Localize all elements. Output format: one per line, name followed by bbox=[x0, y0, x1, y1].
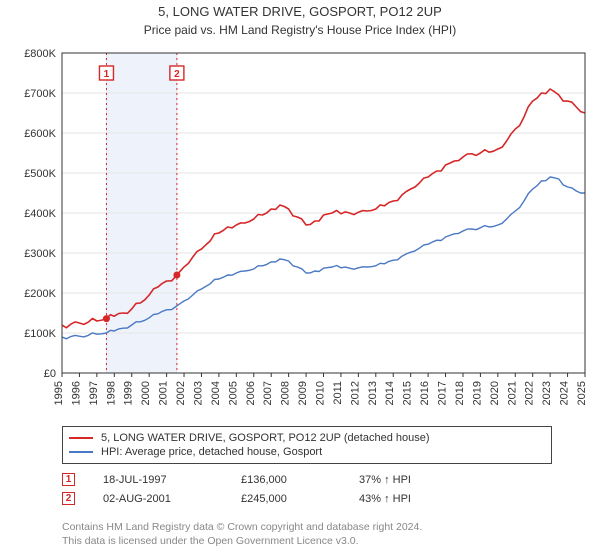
svg-text:£400K: £400K bbox=[24, 208, 56, 220]
svg-text:2018: 2018 bbox=[454, 381, 466, 405]
svg-text:2016: 2016 bbox=[419, 381, 431, 405]
svg-text:2009: 2009 bbox=[297, 381, 309, 405]
svg-text:2024: 2024 bbox=[559, 381, 571, 405]
svg-text:2019: 2019 bbox=[471, 381, 483, 405]
sale-diff: 37% ↑ HPI bbox=[359, 474, 411, 486]
legend-swatch bbox=[69, 451, 93, 453]
sale-marker-icon: 1 bbox=[62, 473, 75, 486]
svg-text:2012: 2012 bbox=[349, 381, 361, 405]
sale-date: 18-JUL-1997 bbox=[103, 474, 213, 486]
svg-text:2001: 2001 bbox=[158, 381, 170, 405]
chart-title: 5, LONG WATER DRIVE, GOSPORT, PO12 2UP bbox=[0, 0, 600, 21]
licence-notice: Contains HM Land Registry data © Crown c… bbox=[62, 520, 562, 548]
svg-text:2014: 2014 bbox=[384, 381, 396, 405]
svg-text:1995: 1995 bbox=[53, 381, 65, 405]
svg-text:2007: 2007 bbox=[262, 381, 274, 405]
svg-text:1996: 1996 bbox=[70, 381, 82, 405]
legend: 5, LONG WATER DRIVE, GOSPORT, PO12 2UP (… bbox=[62, 426, 552, 464]
svg-text:£600K: £600K bbox=[24, 128, 56, 140]
legend-swatch bbox=[69, 437, 93, 439]
legend-label: HPI: Average price, detached house, Gosp… bbox=[101, 446, 322, 458]
sales-row: 2 02-AUG-2001 £245,000 43% ↑ HPI bbox=[62, 489, 552, 508]
sales-row: 1 18-JUL-1997 £136,000 37% ↑ HPI bbox=[62, 470, 552, 489]
sales-table: 1 18-JUL-1997 £136,000 37% ↑ HPI 2 02-AU… bbox=[62, 470, 552, 508]
svg-text:2004: 2004 bbox=[210, 381, 222, 405]
sale-diff: 43% ↑ HPI bbox=[359, 493, 411, 505]
sale-price: £136,000 bbox=[241, 474, 331, 486]
svg-text:2005: 2005 bbox=[227, 381, 239, 405]
svg-text:£100K: £100K bbox=[24, 328, 56, 340]
svg-text:1997: 1997 bbox=[88, 381, 100, 405]
svg-text:2013: 2013 bbox=[367, 381, 379, 405]
svg-text:1998: 1998 bbox=[105, 381, 117, 405]
svg-text:2006: 2006 bbox=[245, 381, 257, 405]
svg-text:2015: 2015 bbox=[402, 381, 414, 405]
svg-text:2002: 2002 bbox=[175, 381, 187, 405]
svg-text:1: 1 bbox=[104, 69, 110, 80]
chart-container: { "title": "5, LONG WATER DRIVE, GOSPORT… bbox=[0, 0, 600, 560]
svg-text:2010: 2010 bbox=[315, 381, 327, 405]
licence-line: This data is licensed under the Open Gov… bbox=[62, 534, 562, 548]
legend-label: 5, LONG WATER DRIVE, GOSPORT, PO12 2UP (… bbox=[101, 432, 430, 444]
legend-row: HPI: Average price, detached house, Gosp… bbox=[69, 445, 545, 459]
svg-text:2000: 2000 bbox=[140, 381, 152, 405]
sale-marker-icon: 2 bbox=[62, 492, 75, 505]
chart-svg: £0 £100K £200K £300K £400K £500K £600K £700K £80… bbox=[0, 43, 600, 413]
svg-text:£300K: £300K bbox=[24, 248, 56, 260]
sale-price: £245,000 bbox=[241, 493, 331, 505]
svg-text:£800K: £800K bbox=[24, 48, 56, 60]
svg-text:2: 2 bbox=[174, 69, 180, 80]
svg-text:2022: 2022 bbox=[524, 381, 536, 405]
svg-text:£500K: £500K bbox=[24, 168, 56, 180]
svg-text:£700K: £700K bbox=[24, 88, 56, 100]
legend-row: 5, LONG WATER DRIVE, GOSPORT, PO12 2UP (… bbox=[69, 431, 545, 445]
svg-text:2011: 2011 bbox=[332, 381, 344, 405]
svg-text:2008: 2008 bbox=[280, 381, 292, 405]
licence-line: Contains HM Land Registry data © Crown c… bbox=[62, 520, 562, 534]
svg-text:2025: 2025 bbox=[576, 381, 588, 405]
sale-date: 02-AUG-2001 bbox=[103, 493, 213, 505]
svg-text:2021: 2021 bbox=[506, 381, 518, 405]
svg-text:2003: 2003 bbox=[192, 381, 204, 405]
svg-text:£200K: £200K bbox=[24, 288, 56, 300]
svg-text:2020: 2020 bbox=[489, 381, 501, 405]
svg-text:1999: 1999 bbox=[123, 381, 135, 405]
chart-subtitle: Price paid vs. HM Land Registry's House … bbox=[0, 21, 600, 37]
svg-text:2017: 2017 bbox=[437, 381, 449, 405]
chart-plot-wrap: £0 £100K £200K £300K £400K £500K £600K £700K £80… bbox=[0, 43, 600, 413]
svg-text:£0: £0 bbox=[44, 368, 56, 380]
svg-text:2023: 2023 bbox=[541, 381, 553, 405]
